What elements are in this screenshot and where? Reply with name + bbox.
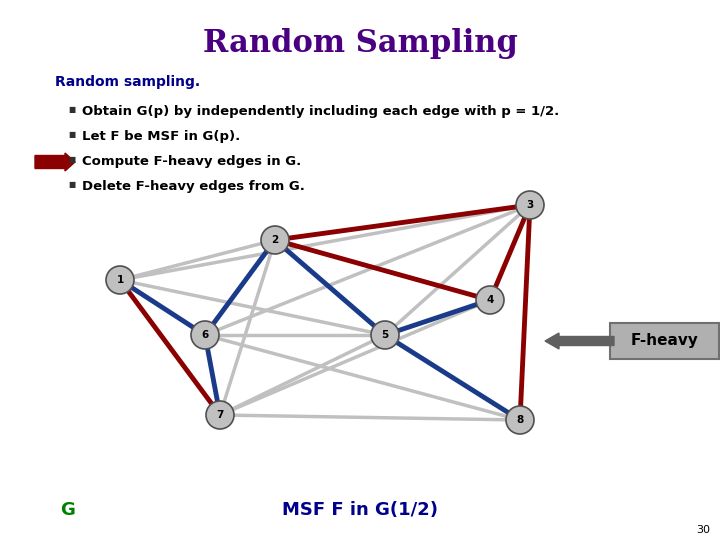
- Circle shape: [191, 321, 219, 349]
- Text: MSF F in G(1/2): MSF F in G(1/2): [282, 501, 438, 519]
- Text: Random Sampling: Random Sampling: [202, 28, 518, 59]
- Circle shape: [106, 266, 134, 294]
- Text: Delete F-heavy edges from G.: Delete F-heavy edges from G.: [82, 180, 305, 193]
- Text: ■: ■: [68, 105, 76, 114]
- Text: 1: 1: [117, 275, 124, 285]
- Text: F-heavy: F-heavy: [631, 334, 698, 348]
- Text: ■: ■: [68, 155, 76, 164]
- Text: 6: 6: [202, 330, 209, 340]
- Text: 30: 30: [696, 525, 710, 535]
- Text: Random sampling.: Random sampling.: [55, 75, 200, 89]
- Text: 7: 7: [216, 410, 224, 420]
- Text: 3: 3: [526, 200, 534, 210]
- Text: Let F be MSF in G(p).: Let F be MSF in G(p).: [82, 130, 240, 143]
- FancyBboxPatch shape: [610, 323, 719, 359]
- Circle shape: [476, 286, 504, 314]
- Text: G: G: [60, 501, 75, 519]
- Circle shape: [371, 321, 399, 349]
- Text: ■: ■: [68, 180, 76, 189]
- Circle shape: [206, 401, 234, 429]
- Text: Obtain G(p) by independently including each edge with p = 1/2.: Obtain G(p) by independently including e…: [82, 105, 559, 118]
- Text: 5: 5: [382, 330, 389, 340]
- FancyArrow shape: [35, 153, 75, 171]
- Circle shape: [261, 226, 289, 254]
- Text: Compute F-heavy edges in G.: Compute F-heavy edges in G.: [82, 155, 301, 168]
- Text: 2: 2: [271, 235, 279, 245]
- Circle shape: [516, 191, 544, 219]
- Circle shape: [506, 406, 534, 434]
- FancyArrow shape: [545, 333, 614, 349]
- Text: ■: ■: [68, 130, 76, 139]
- Text: 8: 8: [516, 415, 523, 425]
- Text: 4: 4: [486, 295, 494, 305]
